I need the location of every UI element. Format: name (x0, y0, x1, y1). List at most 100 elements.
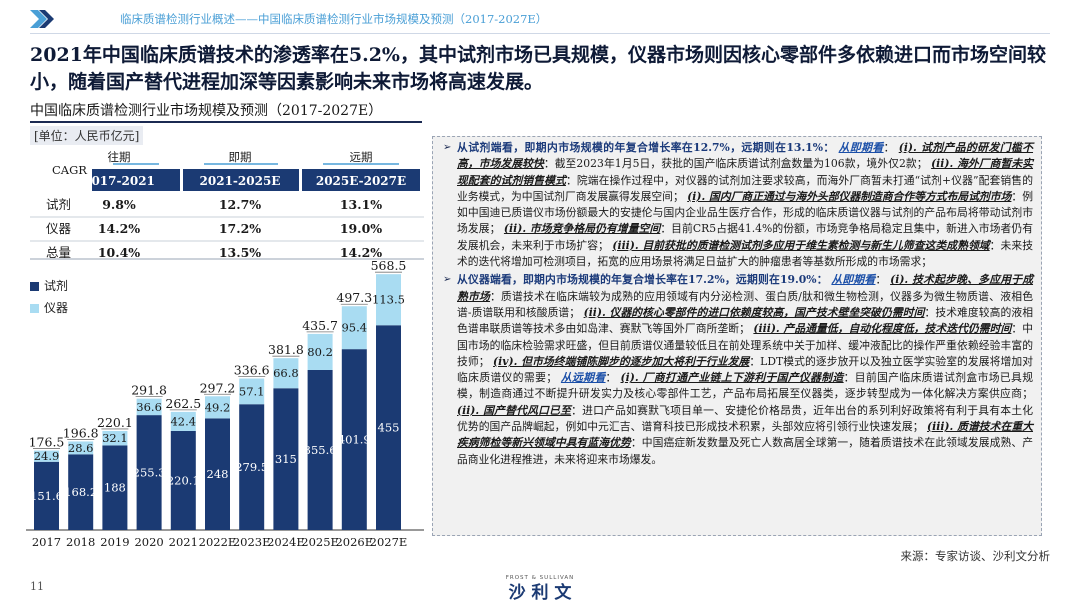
cagr-range-header: 2017-2021 (83, 174, 155, 188)
bar-total-label: 336.6 (234, 363, 270, 378)
analysis-panel: ➢ 从试剂端看，即期内市场规模的年复合增长率在12.7%，远期则在13.1%： … (432, 136, 1042, 536)
reagent-near-term-link[interactable]: 从即期看 (838, 141, 884, 154)
cagr-row-label: 试剂 (46, 197, 71, 212)
bar-total-label: 220.1 (97, 415, 133, 430)
instrument-long-term-link[interactable]: 从远期看 (560, 371, 606, 385)
bar-instrument (205, 396, 230, 419)
instrument-point-heading: (ii). 国产替代风口已至 (457, 403, 572, 417)
instrument-point-text: ：进口产品如赛默飞项目单一、安捷伦价格昂贵，近年出台的系列利好政策将有利于具有本… (457, 403, 1034, 434)
bar-reagent-label: 315 (275, 452, 297, 466)
instrument-point-heading: (i). 技术起步晚、多应用于成熟市场 (457, 273, 1034, 303)
bar-instrument (136, 398, 162, 416)
x-tick-label: 2021 (169, 535, 198, 549)
breadcrumb: 临床质谱检测行业概述——中国临床质谱检测行业市场规模及预测（2017-2027E… (120, 12, 548, 26)
logo-top-text: FROST & SULLIVAN (506, 575, 575, 581)
x-tick-label: 2017 (32, 535, 61, 549)
bar-total-label: 262.5 (165, 396, 201, 411)
reagent-point-heading: (ii). 海外厂商暂未实现配套的试剂销售模式 (457, 157, 1034, 187)
bar-reagent-label: 279.5 (235, 460, 268, 474)
header-divider (30, 33, 1050, 34)
page-headline: 2021年中国临床质谱技术的渗透率在5.2%，其中试剂市场已具规模，仪器市场则因… (30, 44, 1046, 93)
instrument-intro: 从仪器端看，即期内市场规模的年复合增长率在17.2%，远期则在19.0%： (457, 273, 828, 287)
bar-instrument-label: 95.4 (341, 321, 367, 335)
page-number: 11 (30, 580, 44, 593)
cagr-range-header: 2025E-2027E (316, 174, 406, 188)
reagent-point-text: ：未来技术的迭代将增加可检测项目，拓宽的应用场景将满足日益扩大的肿瘤患者等基数所… (457, 238, 1034, 269)
cagr-value: 12.7% (219, 197, 261, 212)
bar-reagent-label: 248 (207, 467, 229, 481)
bar-reagent-label: 168.2 (64, 485, 97, 499)
bar-reagent (239, 404, 265, 530)
bar-instrument-label: 42.4 (170, 414, 196, 428)
instrument-near-term-link[interactable]: 从即期看 (831, 273, 876, 287)
bar-reagent (205, 418, 230, 530)
bar-chart: 176.5 151.6 24.9 2017 196.8 168.2 28.6 2018 220.… (26, 258, 424, 549)
instrument-point-heading: (iv). 但市场终端铺陈脚步的逐步加大将利于行业发展 (493, 354, 750, 368)
cagr-value: 14.2% (98, 221, 140, 236)
cagr-value: 13.5% (219, 245, 261, 260)
bar-instrument (239, 378, 265, 405)
cagr-range-header-bg (183, 169, 299, 191)
cagr-row-label: 仪器 (46, 221, 72, 236)
bar-reagent-label: 355.6 (304, 443, 337, 457)
cagr-table: CAGR 往期 即期 远期 2017-2021 2021-2025E 2025E-2027… (30, 150, 424, 260)
cagr-period-label: 往期 (108, 150, 131, 164)
reagent-intro: 从试剂端看，即期内市场规模的年复合增长率在12.7%，远期则在13.1%： (457, 141, 835, 154)
x-tick-label: 2024E (267, 535, 305, 549)
bar-total-label: 435.7 (302, 318, 338, 333)
source-note: 来源：专家访谈、沙利文分析 (900, 549, 1051, 563)
cagr-range-header-bg (92, 169, 180, 191)
bar-instrument-label: 24.9 (34, 449, 60, 463)
bar-total-label: 568.5 (371, 258, 407, 273)
cagr-value: 13.1% (340, 197, 382, 212)
bar-instrument-label: 80.2 (307, 345, 333, 359)
bar-reagent-label: 188 (104, 481, 126, 495)
bar-reagent (170, 430, 196, 530)
bar-reagent-label: 255.3 (133, 466, 166, 480)
reagent-point-text: ：截至2023年1月5日，获批的国产临床质谱试剂盒数量为106款，境外仅2款； (543, 157, 928, 171)
separator: ： (605, 371, 617, 385)
legend-label: 仪器 (44, 301, 68, 315)
instrument-point-heading: (ii). 仪器的核心零部件的进口依赖度较高，国产技术壁垒突破仍需时间 (583, 305, 925, 319)
bar-reagent (273, 388, 299, 530)
cagr-row-label: 总量 (46, 245, 71, 260)
instrument-point-heading: (iii). 产品通量低，自动化程度低，技术迭代仍需时间 (753, 322, 1012, 336)
instrument-point-text: ：LDT模式的逐步放开以及独立医学实验室的发展将增加对临床质谱仪的需要； (457, 354, 1034, 385)
cagr-value: 9.8% (102, 197, 136, 212)
cagr-corner-label: CAGR (52, 163, 87, 177)
bar-instrument (341, 306, 367, 350)
x-tick-label: 2027E (370, 535, 408, 549)
instrument-point-text: ：中国市场的临床检验需求旺盛，但目前质谱仪通量较低且在前处理系统中关于加样、缓冲… (457, 322, 1034, 368)
separator: ： (875, 273, 887, 287)
x-tick-label: 2022E (199, 535, 237, 549)
instrument-point-text: ：中国癌症新发数量及死亡人数高居全球第一，随着质谱技术在此领域发展成熟、产品商业… (457, 436, 1034, 466)
bar-reagent-label: 455 (378, 421, 400, 435)
chevron-logo-icon (30, 10, 54, 28)
chart-title-underline (30, 121, 422, 123)
bar-instrument-label: 32.1 (102, 431, 128, 445)
bar-total-label: 291.8 (131, 383, 167, 398)
bar-instrument-label: 57.1 (239, 384, 265, 398)
bar-reagent-label: 401.9 (338, 433, 371, 447)
bar-instrument (34, 450, 59, 462)
bar-instrument (273, 358, 299, 389)
bar-instrument (102, 430, 128, 446)
instrument-point-heading: (iii). 质谱技术在重大疾病筛检等新兴领域中具有蓝海优势 (457, 420, 1034, 450)
reagent-point-heading: (ii). 市场竞争格局仍有增量空间 (503, 222, 661, 236)
bar-instrument-label: 36.6 (136, 400, 162, 414)
bar-reagent-label: 151.6 (30, 489, 63, 503)
bar-total-label: 196.8 (63, 425, 99, 440)
x-tick-label: 2026E (335, 535, 373, 549)
bar-reagent-label: 220.1 (167, 473, 200, 487)
arrow-bullet-icon: ➢ (443, 274, 452, 286)
reagent-point-text: ：院端在操作过程中，对仪器的试剂加注要求较高，而海外厂商暂未打通“试剂+仪器”配… (457, 173, 1033, 203)
bar-reagent (68, 454, 94, 530)
cagr-range-header: 2021-2025E (200, 174, 281, 188)
cagr-period-label: 即期 (229, 150, 252, 164)
bar-total-label: 297.2 (200, 380, 236, 395)
bar-total-label: 497.3 (336, 290, 372, 305)
cagr-value: 17.2% (219, 221, 261, 236)
reagent-point-heading: (iii). 目前获批的质谱检测试剂多应用于维生素检测与新生儿筛查这类成熟领域 (612, 238, 990, 252)
reagent-point-text: ：例如中国迪已质谱仪市场份额最大的安捷伦与国内企业品生医疗合作，形成的临床质谱仪… (457, 189, 1034, 236)
x-tick-label: 2020 (134, 535, 163, 549)
